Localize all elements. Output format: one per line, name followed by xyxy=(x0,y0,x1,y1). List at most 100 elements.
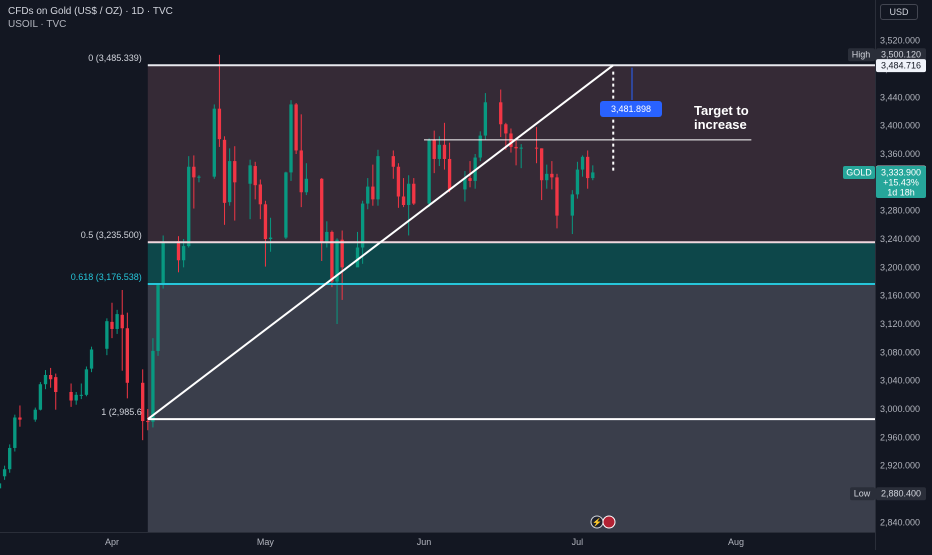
candle-body xyxy=(447,158,452,190)
candle-body xyxy=(519,147,523,149)
y-tick-label: 3,120.000 xyxy=(880,319,920,329)
candle-body xyxy=(79,394,83,396)
y-tick-label: 3,200.000 xyxy=(880,262,920,272)
candle-body xyxy=(115,314,119,329)
candle-body xyxy=(580,156,585,170)
candle-body xyxy=(468,178,472,181)
trendline xyxy=(147,64,614,420)
candle-body xyxy=(192,166,196,178)
candle-body xyxy=(294,104,298,151)
candle-body xyxy=(376,156,380,200)
fib-label-0-5: 0.5 (3,235.500) xyxy=(81,230,142,240)
target-price-box xyxy=(600,101,662,117)
last-price-box xyxy=(876,165,926,198)
flash-icon: ⚡ xyxy=(592,517,602,527)
candle-body xyxy=(156,285,160,351)
candle-body xyxy=(325,231,329,243)
candle-body xyxy=(442,144,447,159)
candle-body xyxy=(534,147,539,149)
y-tick-label: 3,360.000 xyxy=(880,149,920,159)
candle-body xyxy=(105,321,109,349)
candle-body xyxy=(304,178,309,193)
candle-body xyxy=(366,186,370,204)
symbol-title: CFDs on Gold (US$ / OZ) · 1D · TVC xyxy=(8,6,173,17)
candle-body xyxy=(591,172,595,179)
candle-body xyxy=(371,186,375,200)
candle-body xyxy=(222,139,227,203)
candle-body xyxy=(586,156,590,179)
y-tick-label: 2,960.000 xyxy=(880,432,920,442)
candle-body xyxy=(151,350,155,422)
candle-body xyxy=(54,377,58,392)
fib-label-0-618: 0.618 (3,176.538) xyxy=(71,272,142,282)
candle-body xyxy=(360,203,365,248)
x-tick-label: Apr xyxy=(105,537,119,547)
candle-body xyxy=(263,204,268,239)
currency-button[interactable]: USD xyxy=(880,4,918,20)
x-tick-label: Jul xyxy=(572,537,584,547)
candle-body xyxy=(227,161,232,203)
candle-body xyxy=(427,139,431,204)
symbol-subtitle: USOIL · TVC xyxy=(8,19,67,30)
y-tick-label: 3,520.000 xyxy=(880,36,920,46)
candle-body xyxy=(120,314,124,329)
last-price-text: 3,333.900 xyxy=(881,167,921,177)
candle-body xyxy=(499,102,503,125)
candle-body xyxy=(197,176,201,178)
candles-group xyxy=(0,54,595,489)
fib-label-0: 0 (3,485.339) xyxy=(88,53,142,63)
candle-body xyxy=(13,417,17,448)
candle-body xyxy=(437,144,442,159)
low-price-box xyxy=(876,487,926,501)
candle-body xyxy=(74,394,78,401)
high-price-box xyxy=(876,48,926,62)
candle-body xyxy=(146,421,150,423)
x-tick-label: Aug xyxy=(728,537,744,547)
candle-body xyxy=(412,183,416,204)
candle-body xyxy=(406,183,411,205)
candle-body xyxy=(504,124,508,134)
fib-zone-golden xyxy=(147,242,875,284)
candle-body xyxy=(478,135,482,158)
candle-body xyxy=(340,239,344,268)
last-countdown-text: 1d 18h xyxy=(887,187,915,197)
y-tick-label: 3,080.000 xyxy=(880,347,920,357)
y-tick-label: 3,000.000 xyxy=(880,404,920,414)
candle-body xyxy=(33,409,37,420)
candle-body xyxy=(43,375,48,385)
target-annotation: Target to increase xyxy=(694,103,749,132)
fib-top-price-box xyxy=(876,59,926,73)
candle-body xyxy=(0,483,2,489)
candle-body xyxy=(233,161,237,183)
candle-body xyxy=(284,172,288,238)
fib-top-price-text: 3,484.716 xyxy=(881,61,921,71)
candle-body xyxy=(330,231,334,282)
candle-body xyxy=(289,104,293,173)
y-tick-label: 3,240.000 xyxy=(880,234,920,244)
candle-body xyxy=(187,166,191,247)
last-tag-text: GOLD xyxy=(846,167,872,177)
candle-body xyxy=(320,178,324,243)
candle-body xyxy=(550,173,554,178)
low-tag-box xyxy=(850,487,875,501)
x-tick-label: Jun xyxy=(417,537,432,547)
candle-body xyxy=(391,156,395,167)
candle-body xyxy=(141,382,145,422)
candle-body xyxy=(545,173,549,181)
candle-body xyxy=(48,375,53,380)
y-tick-label: 2,920.000 xyxy=(880,461,920,471)
fib-label-1: 1 (2,985.6 xyxy=(101,407,142,417)
y-tick-label: 3,040.000 xyxy=(880,376,920,386)
candle-body xyxy=(248,165,252,184)
candle-body xyxy=(2,469,7,477)
candle-body xyxy=(483,102,488,136)
candle-body xyxy=(335,239,339,282)
candle-body xyxy=(38,384,43,410)
candle-body xyxy=(84,369,89,395)
candle-body xyxy=(258,184,262,205)
candle-body xyxy=(176,241,181,261)
candle-body xyxy=(217,108,222,140)
candle-body xyxy=(110,321,114,329)
